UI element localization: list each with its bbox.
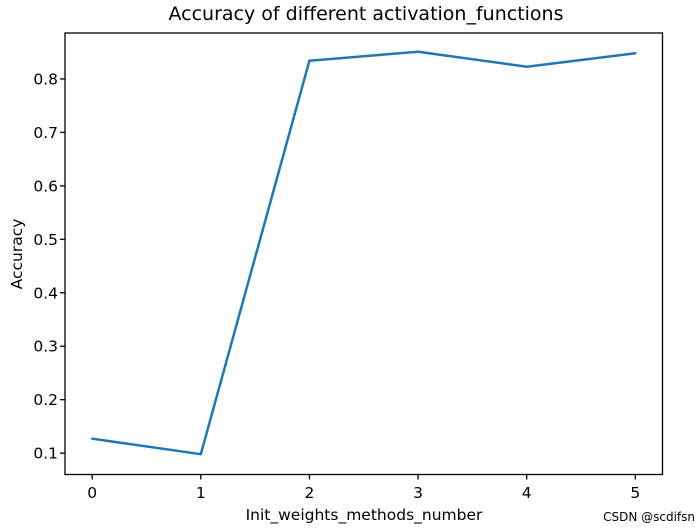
accuracy-line xyxy=(90,50,637,456)
y-tick-label: 0.3 xyxy=(33,338,58,356)
axes-spines xyxy=(64,32,664,476)
x-tick-label: 0 xyxy=(87,484,97,502)
x-tick-label: 4 xyxy=(522,484,532,502)
y-axis-label: Accuracy xyxy=(8,219,26,290)
y-tick-label: 0.8 xyxy=(33,70,58,88)
x-tick-label: 3 xyxy=(413,484,423,502)
y-tick-label: 0.2 xyxy=(33,391,58,409)
y-tick-label: 0.6 xyxy=(33,177,58,195)
x-tick-label: 5 xyxy=(630,484,640,502)
y-tick-label: 0.4 xyxy=(33,284,58,302)
x-tick-label: 1 xyxy=(196,484,206,502)
y-tick-label: 0.5 xyxy=(33,231,58,249)
y-tick-label: 0.7 xyxy=(33,124,58,142)
chart-title: Accuracy of different activation_functio… xyxy=(169,3,564,25)
watermark-text: CSDN @scdifsn xyxy=(603,510,695,524)
x-axis-label: Init_weights_methods_number xyxy=(246,506,483,525)
x-tick-label: 2 xyxy=(304,484,314,502)
y-tick-label: 0.1 xyxy=(33,445,58,463)
